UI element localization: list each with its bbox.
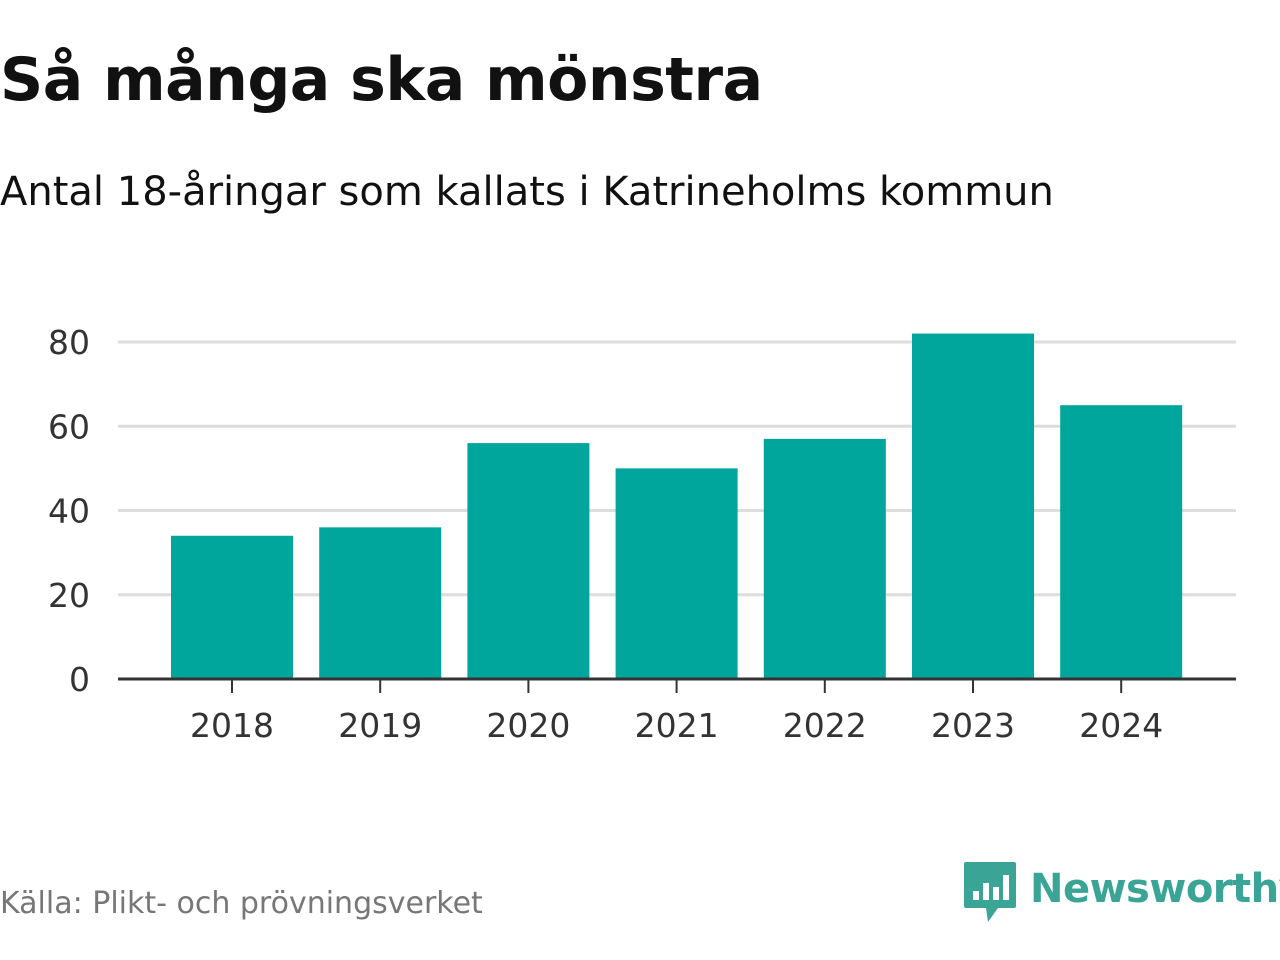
y-tick-label: 0	[69, 660, 90, 699]
source-note: Källa: Plikt- och prövningsverket	[0, 886, 483, 921]
bar-2019[interactable]	[319, 527, 442, 679]
x-tick-label: 2024	[1079, 706, 1163, 745]
brand-name: Newsworthy	[1030, 866, 1280, 912]
axes: 0 20 40 60 80 2018 2019 2020 2021 2022 2023 2024	[48, 323, 1236, 745]
x-tick-label: 2019	[338, 706, 422, 745]
x-tick-label: 2022	[783, 706, 867, 745]
x-tick-label: 2020	[486, 706, 570, 745]
x-tick-label: 2023	[931, 706, 1015, 745]
bars	[171, 333, 1183, 679]
bar-2020[interactable]	[467, 443, 590, 679]
y-tick-label: 20	[48, 576, 90, 615]
bar-2021[interactable]	[615, 468, 738, 679]
brand-logo[interactable]: Newsworthy	[964, 862, 1280, 926]
x-tick-label: 2018	[190, 706, 274, 745]
y-tick-label: 80	[48, 323, 90, 362]
chart-subtitle: Antal 18-åringar som kallats i Katrineho…	[0, 169, 1054, 215]
bar-2022[interactable]	[763, 438, 886, 679]
newsworthy-logo-icon	[964, 862, 1016, 922]
x-tick-label: 2021	[635, 706, 719, 745]
bar-2024[interactable]	[1060, 405, 1183, 679]
bar-2018[interactable]	[171, 535, 293, 679]
chart-title: Så många ska mönstra	[0, 45, 763, 115]
y-tick-label: 40	[48, 492, 90, 531]
y-tick-label: 60	[48, 407, 90, 446]
bar-2023[interactable]	[912, 333, 1034, 679]
